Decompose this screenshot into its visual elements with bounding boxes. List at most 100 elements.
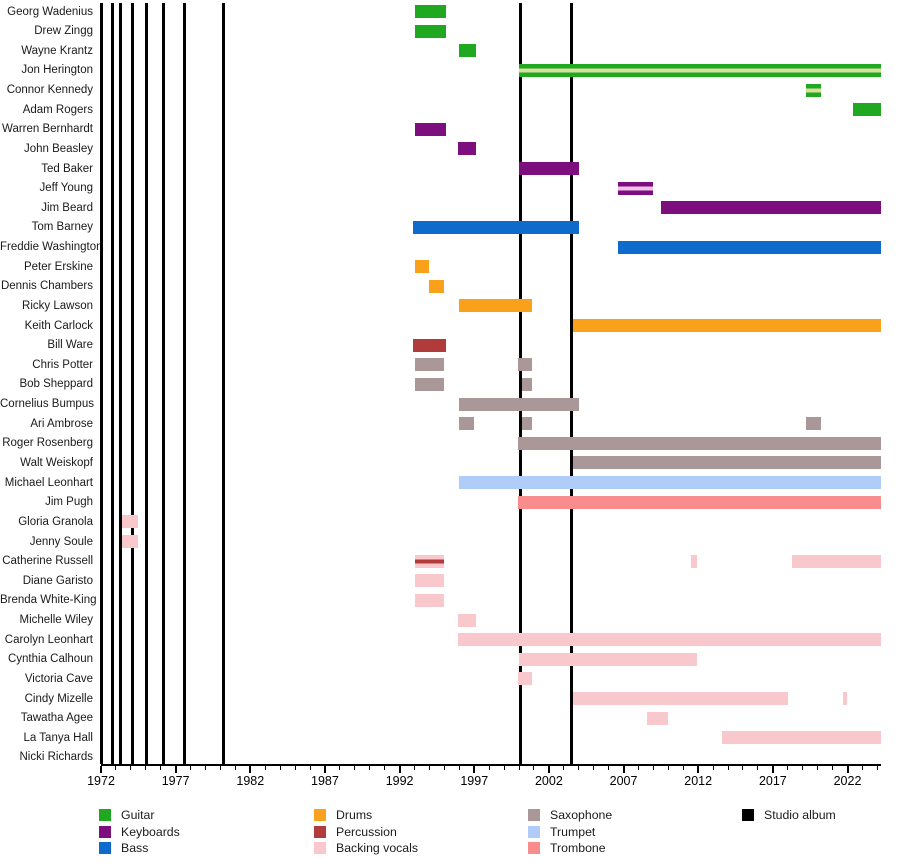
- member-label: Jeff Young: [39, 182, 93, 195]
- axis-major-tick: [174, 766, 177, 773]
- timeline-bar-guitar: [414, 5, 446, 18]
- timeline-bar-saxophone: [459, 397, 579, 411]
- axis-minor-tick: [219, 766, 221, 770]
- timeline-bar-backing_vocals: [690, 554, 697, 568]
- timeline-bar-trombone: [517, 495, 882, 509]
- timeline-bar-backing_vocals: [457, 633, 882, 647]
- timeline-bar-bass: [617, 240, 882, 254]
- member-label: Bob Sheppard: [19, 378, 93, 391]
- axis-major-tick: [771, 766, 774, 773]
- timeline-bar-backing_vocals: [414, 554, 445, 568]
- timeline-bar-saxophone: [522, 377, 533, 391]
- axis-minor-tick: [384, 766, 386, 770]
- axis-minor-tick: [876, 766, 878, 770]
- member-label: Chris Potter: [32, 358, 93, 371]
- member-label: Cindy Mizelle: [24, 692, 93, 705]
- timeline-bar-backing_vocals: [457, 613, 476, 627]
- timeline-bar-keyboards: [457, 142, 476, 156]
- axis-major-tick: [547, 766, 550, 773]
- legend-label-guitar: Guitar: [121, 808, 155, 822]
- axis-minor-tick: [205, 766, 206, 770]
- legend-label-percussion: Percussion: [336, 824, 397, 839]
- axis-minor-tick: [234, 766, 236, 770]
- member-label: Gloria Granola: [18, 515, 93, 528]
- axis-minor-tick: [637, 766, 639, 770]
- axis-major-tick: [398, 766, 401, 773]
- member-label: Jon Herington: [21, 64, 93, 77]
- legend-label-keyboards: Keyboards: [121, 824, 180, 839]
- member-label: Carolyn Leonhart: [4, 633, 93, 646]
- member-label: Bill Ware: [47, 339, 93, 352]
- axis-minor-tick: [309, 766, 311, 770]
- album-line: [130, 3, 134, 764]
- axis-minor-tick: [667, 766, 669, 770]
- axis-tick-label: 1972: [87, 774, 115, 788]
- timeline-bar-bass: [413, 220, 579, 234]
- timeline-bar-saxophone: [572, 456, 882, 470]
- axis-tick-label: 1987: [311, 774, 339, 788]
- timeline-bar-guitar: [459, 44, 476, 58]
- legend-swatch-trumpet: [528, 825, 540, 838]
- axis-major-tick: [622, 766, 625, 773]
- axis-minor-tick: [369, 766, 371, 770]
- axis-minor-tick: [593, 766, 595, 770]
- axis-minor-tick: [443, 766, 445, 770]
- member-label: La Tanya Hall: [23, 731, 93, 744]
- timeline-bar-guitar: [805, 83, 821, 97]
- legend-label-bass: Bass: [121, 841, 149, 856]
- member-label: Tom Barney: [31, 221, 93, 234]
- album-line: [99, 3, 103, 764]
- album-line: [162, 3, 166, 764]
- axis-minor-tick: [503, 766, 505, 770]
- member-label: Peter Erskine: [23, 260, 93, 273]
- axis-minor-tick: [264, 766, 266, 770]
- legend-swatch-percussion: [314, 825, 326, 838]
- axis-minor-tick: [130, 766, 132, 770]
- axis-minor-tick: [458, 766, 460, 770]
- member-label: Drew Zingg: [34, 25, 93, 38]
- axis-minor-tick: [817, 766, 819, 770]
- axis-major-tick: [697, 766, 700, 773]
- member-label: Dennis Chambers: [0, 280, 93, 293]
- axis-major-tick: [473, 766, 476, 773]
- legend-label-trombone: Trombone: [550, 841, 606, 856]
- timeline-bar-backing_vocals: [722, 731, 882, 745]
- member-label: Victoria Cave: [24, 672, 93, 685]
- axis-minor-tick: [518, 766, 520, 770]
- legend-label-backing_vocals: Backing vocals: [336, 841, 419, 856]
- axis-minor-tick: [832, 766, 834, 770]
- axis-tick-label: 1997: [460, 774, 489, 788]
- timeline-bar-backing_vocals: [519, 652, 697, 666]
- member-label: Ari Ambrose: [30, 417, 93, 430]
- timeline-bar-backing_vocals: [647, 711, 669, 725]
- axis-minor-tick: [533, 766, 535, 770]
- axis-minor-tick: [414, 766, 416, 770]
- member-label: Ricky Lawson: [22, 299, 93, 312]
- member-label: Michelle Wiley: [19, 614, 94, 627]
- timeline-bar-backing_vocals: [121, 515, 139, 529]
- axis-minor-tick: [861, 766, 863, 770]
- timeline-bar-saxophone: [805, 417, 821, 431]
- axis-major-tick: [100, 766, 102, 773]
- axis-tick-label: 2017: [758, 774, 787, 788]
- timeline-bar-backing_vocals: [792, 554, 882, 568]
- legend-label-trumpet: Trumpet: [550, 824, 596, 839]
- timeline-bar-saxophone: [517, 358, 533, 372]
- member-label: Walt Weiskopf: [20, 456, 93, 469]
- album-line: [519, 3, 523, 764]
- axis-major-tick: [323, 766, 326, 773]
- axis-minor-tick: [145, 766, 147, 770]
- member-label: Connor Kennedy: [6, 84, 93, 97]
- member-label: Georg Wadenius: [7, 5, 93, 18]
- axis-tick-label: 1977: [161, 774, 190, 788]
- axis-minor-tick: [160, 766, 162, 770]
- member-label: Diane Garisto: [22, 574, 93, 587]
- timeline-bar-backing_vocals: [843, 692, 848, 706]
- axis-minor-tick: [652, 766, 654, 770]
- legend-swatch-keyboards: [99, 825, 111, 838]
- timeline-bar-backing_vocals: [517, 672, 533, 686]
- axis-minor-tick: [354, 766, 356, 770]
- timeline-bar-keyboards: [660, 201, 882, 215]
- axis-minor-tick: [742, 766, 744, 770]
